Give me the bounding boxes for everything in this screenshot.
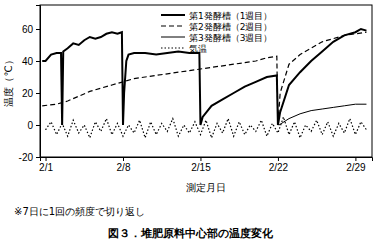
legend-key [161,47,185,48]
series-line [42,29,366,125]
plot-frame [40,5,372,157]
x-tick-mark [200,157,201,161]
series-line [46,117,367,138]
y-tick-label: 20 [22,88,34,99]
series-line [42,32,366,125]
x-tick: 2/8 [117,157,131,173]
x-axis-line [41,158,373,162]
x-tick: 2/1 [39,157,53,173]
y-tick: 60 [22,24,40,35]
y-tick: 20 [22,88,40,99]
y-tick-label: 40 [22,56,34,67]
legend-label: 第2発酵槽（2週目） [189,22,272,32]
legend-label: 気温 [189,44,207,54]
x-tick-label: 2/1 [39,162,53,173]
x-tick-mark [46,157,47,161]
x-tick: 2/15 [191,157,211,173]
x-tick: 2/22 [269,157,289,173]
y-axis: -20 0 20 40 60 [19,6,41,163]
y-tick-label: 60 [22,24,34,35]
y-axis-line [36,6,41,158]
lines [42,29,366,138]
y-tick-mark [36,29,40,30]
x-axis: 2/1 2/8 2/15 2/22 2/29 [39,157,372,173]
x-tick: 2/29 [346,157,366,173]
x-tick-label: 2/15 [191,162,211,173]
legend-key [161,25,185,26]
y-tick-mark [36,157,40,158]
x-axis-title: 測定月日 [186,182,226,193]
y-tick-label: 0 [27,120,33,131]
y-axis-title: 温度（℃） [3,55,14,106]
legend-label: 第3発酵槽（3週目） [189,33,272,43]
subtitle: ※7日に1回の頻度で切り返し [14,206,145,217]
series-line [279,104,366,125]
legend-label: 第1発酵槽（1週目） [189,11,272,21]
x-tick-mark [355,157,356,161]
x-tick-label: 2/22 [269,162,289,173]
y-tick-mark [36,93,40,94]
chart: -20 0 20 40 60 2/1 2/8 2/15 2/22 2/29 第1発酵槽（1週目）第2… [0,0,380,246]
x-tick-label: 2/29 [346,162,366,173]
x-tick-mark [278,157,279,161]
legend-key [161,37,185,38]
y-tick-mark [36,61,40,62]
y-tick: -20 [19,152,40,163]
title: 図３．堆肥原料中心部の温度変化 [108,227,274,240]
legend: 第1発酵槽（1週目）第2発酵槽（2週目）第3発酵槽（3週目）気温 [161,11,272,54]
y-tick: 0 [27,120,40,131]
x-tick-mark [123,157,124,161]
y-tick-label: -20 [19,152,34,163]
legend-key [161,14,185,16]
x-tick-label: 2/8 [117,162,131,173]
y-tick-mark [36,125,40,126]
y-tick: 40 [22,56,40,67]
